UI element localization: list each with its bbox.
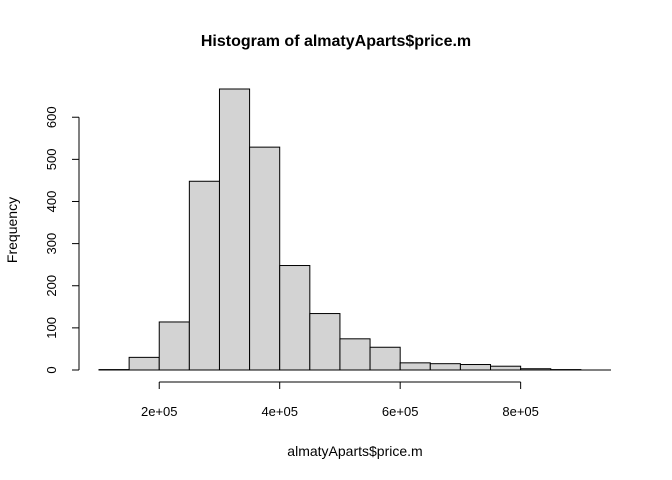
histogram-bar bbox=[520, 368, 552, 371]
y-tick-label: 600 bbox=[44, 106, 59, 128]
y-tick-label: 500 bbox=[44, 149, 59, 171]
y-tick-label: 300 bbox=[44, 233, 59, 255]
histogram-bar bbox=[459, 364, 492, 371]
y-tick-label: 400 bbox=[44, 191, 59, 213]
histogram-bar bbox=[158, 321, 190, 371]
x-tick-label: 8e+05 bbox=[502, 404, 539, 419]
histogram-bar bbox=[249, 146, 281, 371]
y-tick-label: 100 bbox=[44, 317, 59, 339]
x-axis-title: almatyAparts$price.m bbox=[287, 443, 422, 459]
histogram-bar bbox=[339, 338, 371, 371]
histogram-bar bbox=[218, 88, 251, 371]
histogram-bar bbox=[279, 265, 311, 371]
histogram-bar bbox=[490, 365, 522, 371]
histogram-bar bbox=[188, 180, 220, 371]
x-axis: 2e+05 4e+05 6e+05 8e+05 bbox=[141, 381, 539, 419]
x-tick-label: 2e+05 bbox=[141, 404, 178, 419]
histogram-bar bbox=[128, 356, 160, 371]
histogram-bar bbox=[429, 363, 461, 371]
y-axis-title: Frequency bbox=[4, 197, 20, 263]
histogram-bar bbox=[399, 362, 431, 371]
histogram-bar bbox=[369, 346, 401, 371]
bars-group bbox=[98, 88, 611, 371]
histogram-bar bbox=[309, 313, 341, 371]
y-tick-label: 200 bbox=[44, 275, 59, 297]
chart-title: Histogram of almatyAparts$price.m bbox=[201, 33, 471, 50]
x-tick-label: 4e+05 bbox=[261, 404, 298, 419]
y-tick-label: 0 bbox=[44, 366, 59, 373]
x-tick-label: 6e+05 bbox=[382, 404, 419, 419]
y-axis: 0 100 200 300 400 500 600 bbox=[44, 106, 80, 374]
